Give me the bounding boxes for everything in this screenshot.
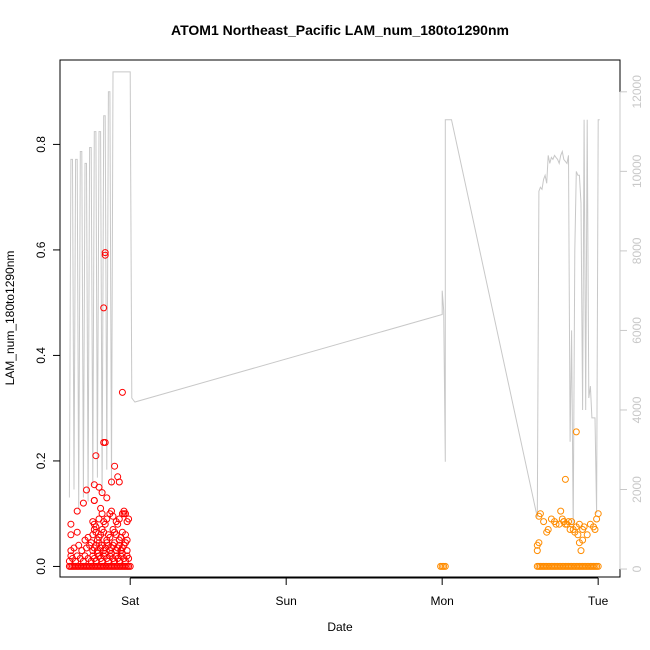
data-point (101, 251, 109, 259)
y-tick-label: 0.4 (34, 347, 48, 364)
right-y-tick-label: 10000 (630, 154, 644, 188)
right-y-tick-label: 2000 (630, 476, 644, 503)
data-point (575, 520, 583, 528)
data-point (67, 520, 75, 528)
plot-frame (59, 59, 621, 578)
y-tick-label: 0.0 (34, 558, 48, 575)
data-point (552, 520, 560, 528)
data-point (544, 526, 552, 533)
data-point (123, 536, 131, 544)
data-point (73, 528, 81, 536)
data-point (540, 518, 548, 526)
y-axis: 0.0 0.2 0.4 0.6 0.8 (34, 136, 61, 575)
data-point (125, 515, 133, 523)
y-tick-label: 0.6 (34, 241, 48, 258)
data-point (568, 518, 576, 526)
data-point (98, 510, 106, 518)
x-tick-label: Mon (431, 594, 454, 608)
data-point (560, 518, 568, 526)
data-point (92, 452, 100, 460)
data-point (118, 388, 126, 396)
data-point (75, 541, 83, 549)
data-point (83, 486, 90, 494)
right-y-tick-label: 12000 (630, 75, 644, 109)
data-point (574, 531, 582, 539)
data-point (120, 510, 128, 518)
data-point (90, 497, 98, 504)
x-axis-label: Date (327, 620, 353, 634)
data-point (106, 533, 114, 541)
data-point (95, 483, 103, 491)
data-point (557, 507, 565, 515)
x-axis: Sat Sun Mon Tue (121, 577, 609, 608)
right-y-tick-label: 0 (630, 565, 644, 572)
chart-title: ATOM1 Northeast_Pacific LAM_num_180to129… (171, 22, 509, 38)
data-point (108, 478, 115, 486)
data-point (101, 439, 109, 446)
data-point (441, 562, 449, 570)
data-point (100, 304, 108, 312)
data-point (572, 428, 580, 436)
data-point (123, 547, 131, 555)
right-y-tick-label: 4000 (630, 396, 644, 423)
data-point (92, 523, 100, 531)
data-point (98, 489, 106, 497)
data-point (535, 539, 543, 547)
y-axis-label: LAM_num_180to1290nm (3, 251, 17, 386)
data-point (536, 510, 544, 518)
data-point (101, 249, 109, 257)
data-point (579, 526, 587, 533)
x-tick-label: Sun (276, 594, 297, 608)
y-tick-label: 0.8 (34, 136, 48, 153)
data-point (591, 526, 599, 533)
data-point (79, 499, 87, 507)
data-point (577, 547, 585, 555)
data-point (109, 512, 117, 520)
line-series-layer (68, 71, 600, 530)
x-tick-label: Tue (588, 594, 609, 608)
right-y-tick-label: 6000 (630, 317, 644, 344)
data-point (114, 473, 122, 481)
data-point (583, 531, 591, 539)
y-tick-label: 0.2 (34, 452, 48, 469)
data-point (565, 518, 572, 526)
data-point (579, 536, 587, 544)
x-tick-label: Sat (121, 594, 140, 608)
data-point (67, 531, 75, 539)
data-point (111, 462, 119, 470)
right-y-tick-label: 8000 (630, 237, 644, 264)
data-point (594, 510, 602, 518)
data-point (115, 515, 123, 523)
data-point (561, 475, 569, 483)
data-point (103, 494, 111, 502)
data-point (126, 562, 134, 570)
points-layer (65, 249, 602, 570)
grey-line-series (68, 71, 600, 530)
right-y-axis: 0 2000 4000 6000 8000 10000 12000 (619, 75, 644, 572)
data-point (594, 562, 602, 570)
data-point (73, 507, 81, 515)
data-point (533, 547, 541, 555)
data-point (103, 515, 111, 523)
data-point (125, 555, 133, 562)
